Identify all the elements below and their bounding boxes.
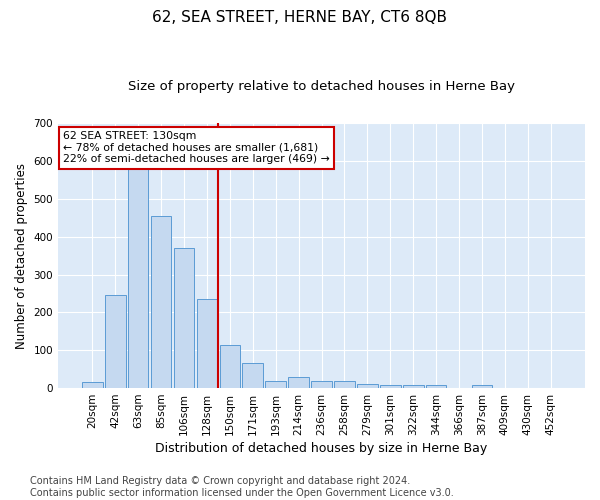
Bar <box>82 382 103 388</box>
Title: Size of property relative to detached houses in Herne Bay: Size of property relative to detached ho… <box>128 80 515 93</box>
Bar <box>105 296 125 388</box>
Bar <box>311 380 332 388</box>
Bar <box>403 385 424 388</box>
Bar <box>265 380 286 388</box>
Text: 62 SEA STREET: 130sqm
← 78% of detached houses are smaller (1,681)
22% of semi-d: 62 SEA STREET: 130sqm ← 78% of detached … <box>64 132 330 164</box>
Bar <box>220 344 240 388</box>
Text: Contains HM Land Registry data © Crown copyright and database right 2024.
Contai: Contains HM Land Registry data © Crown c… <box>30 476 454 498</box>
Text: 62, SEA STREET, HERNE BAY, CT6 8QB: 62, SEA STREET, HERNE BAY, CT6 8QB <box>152 10 448 25</box>
Bar <box>128 165 148 388</box>
Bar <box>151 216 172 388</box>
Bar <box>472 385 492 388</box>
Bar <box>357 384 377 388</box>
Bar <box>288 376 309 388</box>
Y-axis label: Number of detached properties: Number of detached properties <box>15 162 28 348</box>
Bar <box>173 248 194 388</box>
Bar <box>334 382 355 388</box>
Bar <box>380 385 401 388</box>
X-axis label: Distribution of detached houses by size in Herne Bay: Distribution of detached houses by size … <box>155 442 488 455</box>
Bar <box>242 364 263 388</box>
Bar <box>197 299 217 388</box>
Bar <box>426 385 446 388</box>
